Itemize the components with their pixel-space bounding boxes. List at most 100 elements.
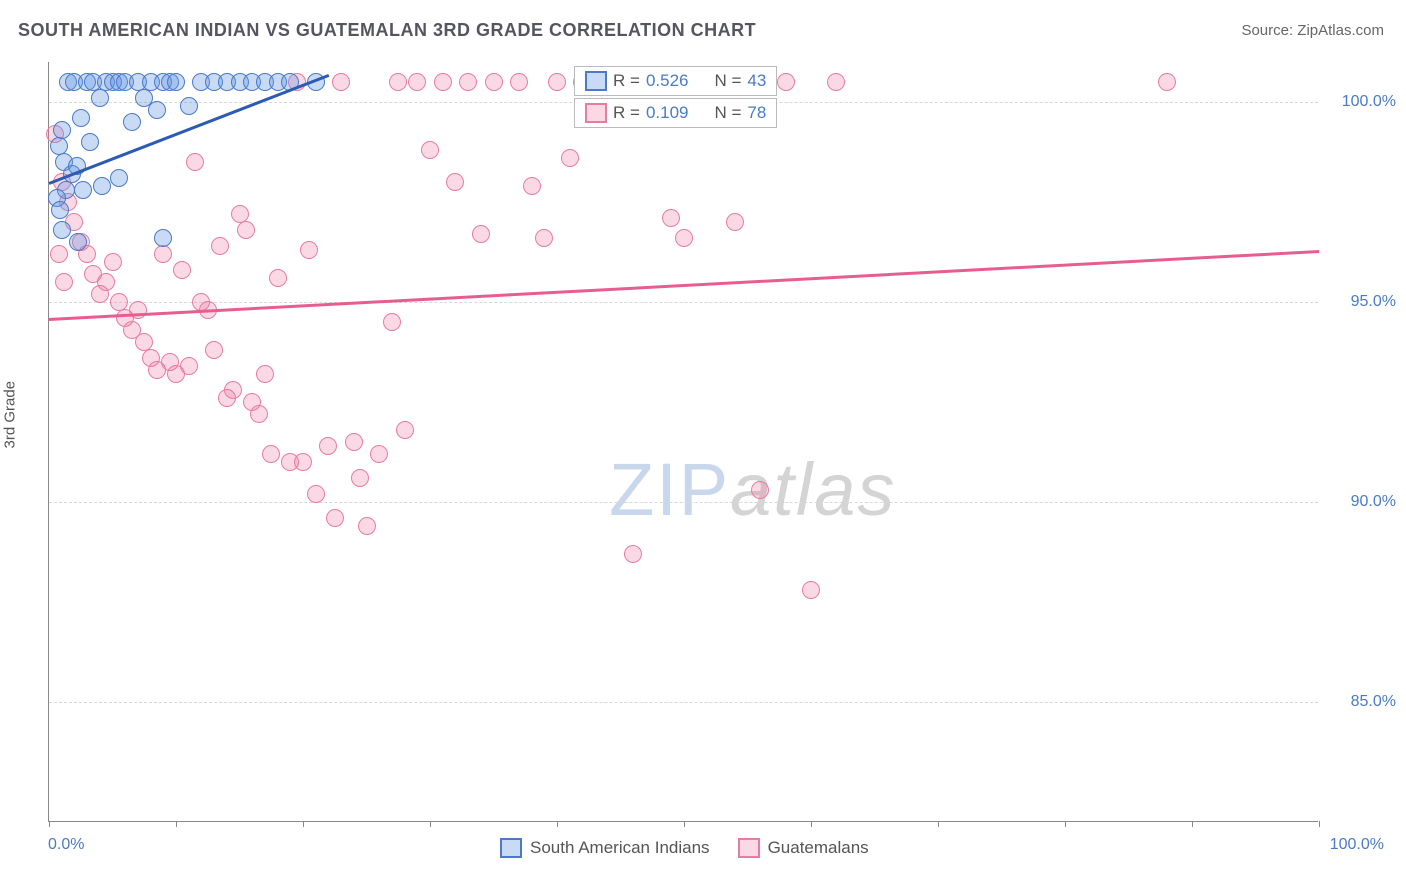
data-point	[332, 73, 350, 91]
data-point	[294, 453, 312, 471]
x-tick-mark	[557, 821, 558, 827]
data-point	[123, 113, 141, 131]
gridline	[49, 502, 1318, 503]
data-point	[167, 73, 185, 91]
data-point	[53, 221, 71, 239]
data-point	[472, 225, 490, 243]
data-point	[237, 221, 255, 239]
trendline	[49, 250, 1319, 321]
data-point	[93, 177, 111, 195]
data-point	[51, 201, 69, 219]
x-tick-mark	[176, 821, 177, 827]
stats-legend-row: R = 0.526 N = 43	[574, 66, 777, 96]
data-point	[351, 469, 369, 487]
data-point	[110, 169, 128, 187]
x-tick-mark	[811, 821, 812, 827]
y-tick-label: 85.0%	[1351, 693, 1396, 711]
data-point	[186, 153, 204, 171]
data-point	[250, 405, 268, 423]
data-point	[827, 73, 845, 91]
legend-item-series1: South American Indians	[500, 838, 710, 858]
legend-label-series2: Guatemalans	[768, 838, 869, 858]
y-tick-label: 95.0%	[1351, 293, 1396, 311]
data-point	[751, 481, 769, 499]
data-point	[180, 97, 198, 115]
stats-n-value: 43	[747, 71, 766, 91]
data-point	[104, 253, 122, 271]
data-point	[53, 121, 71, 139]
data-point	[269, 269, 287, 287]
gridline	[49, 702, 1318, 703]
stats-legend-row: R = 0.109N = 78	[574, 98, 777, 128]
stats-swatch	[585, 103, 607, 123]
plot-area: ZIPatlas 100.0%95.0%90.0%85.0%R = 0.526N…	[48, 62, 1318, 822]
stats-n-value: 78	[747, 103, 766, 123]
data-point	[97, 273, 115, 291]
x-tick-mark	[49, 821, 50, 827]
chart-container: SOUTH AMERICAN INDIAN VS GUATEMALAN 3RD …	[0, 0, 1406, 892]
data-point	[91, 89, 109, 107]
data-point	[173, 261, 191, 279]
chart-title: SOUTH AMERICAN INDIAN VS GUATEMALAN 3RD …	[18, 20, 756, 41]
data-point	[389, 73, 407, 91]
data-point	[548, 73, 566, 91]
data-point	[154, 229, 172, 247]
data-point	[262, 445, 280, 463]
legend-swatch-series1	[500, 838, 522, 858]
x-axis-max-label: 100.0%	[1330, 836, 1384, 854]
legend-swatch-series2	[738, 838, 760, 858]
x-tick-mark	[1065, 821, 1066, 827]
data-point	[370, 445, 388, 463]
x-axis-min-label: 0.0%	[48, 836, 84, 854]
data-point	[74, 181, 92, 199]
data-point	[72, 109, 90, 127]
data-point	[383, 313, 401, 331]
y-tick-label: 90.0%	[1351, 493, 1396, 511]
x-tick-mark	[938, 821, 939, 827]
data-point	[205, 341, 223, 359]
stats-r-value: 0.109	[646, 103, 689, 123]
data-point	[1158, 73, 1176, 91]
data-point	[326, 509, 344, 527]
data-point	[319, 437, 337, 455]
y-tick-label: 100.0%	[1342, 93, 1396, 111]
data-point	[434, 73, 452, 91]
stats-r-value: 0.526	[646, 71, 689, 91]
data-point	[81, 133, 99, 151]
x-tick-mark	[430, 821, 431, 827]
stats-swatch	[585, 71, 607, 91]
data-point	[802, 581, 820, 599]
data-point	[523, 177, 541, 195]
stats-n-label: N =	[714, 71, 741, 91]
data-point	[224, 381, 242, 399]
stats-r-label: R =	[613, 71, 640, 91]
legend-item-series2: Guatemalans	[738, 838, 869, 858]
data-point	[148, 101, 166, 119]
data-point	[459, 73, 477, 91]
data-point	[69, 233, 87, 251]
data-point	[535, 229, 553, 247]
data-point	[396, 421, 414, 439]
data-point	[307, 485, 325, 503]
data-point	[777, 73, 795, 91]
data-point	[300, 241, 318, 259]
data-point	[180, 357, 198, 375]
data-point	[154, 245, 172, 263]
data-point	[561, 149, 579, 167]
data-point	[211, 237, 229, 255]
data-point	[256, 365, 274, 383]
bottom-legend: South American Indians Guatemalans	[500, 838, 869, 858]
data-point	[624, 545, 642, 563]
x-tick-mark	[303, 821, 304, 827]
x-tick-mark	[1192, 821, 1193, 827]
data-point	[358, 517, 376, 535]
legend-label-series1: South American Indians	[530, 838, 710, 858]
data-point	[485, 73, 503, 91]
gridline	[49, 302, 1318, 303]
data-point	[510, 73, 528, 91]
data-point	[726, 213, 744, 231]
data-point	[50, 245, 68, 263]
data-point	[408, 73, 426, 91]
data-point	[662, 209, 680, 227]
x-tick-mark	[684, 821, 685, 827]
